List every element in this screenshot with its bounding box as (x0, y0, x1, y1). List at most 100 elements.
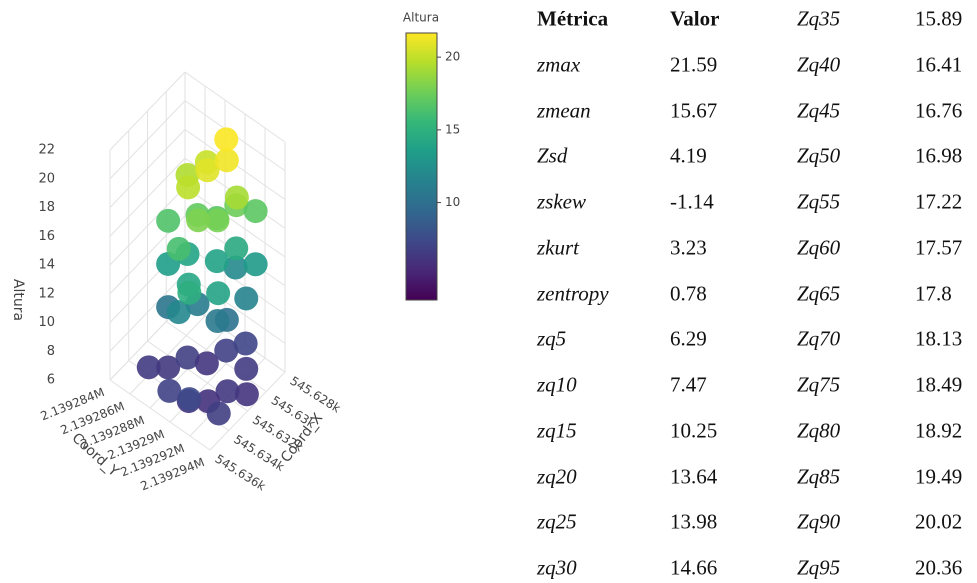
table-cell: 19.49 (915, 464, 963, 488)
table-cell: -1.14 (670, 189, 714, 214)
table-cell: 13.98 (670, 509, 718, 534)
z-tick-label: 16 (38, 229, 55, 244)
table-cell: 20.36 (915, 555, 963, 580)
table-cell: Métrica (537, 6, 609, 31)
table-cell: Zq40 (797, 52, 841, 77)
table-cell: Zq85 (797, 464, 841, 488)
table-cell: Zq80 (797, 418, 841, 443)
z-grid-line (184, 186, 286, 258)
table-cell: 10.25 (670, 418, 718, 443)
table-cell: 3.23 (670, 235, 707, 260)
point (214, 148, 239, 173)
point (206, 401, 231, 426)
table-cell: 14.66 (670, 555, 718, 580)
point (166, 300, 191, 325)
point (224, 236, 249, 261)
point (233, 331, 258, 356)
table-cell: 17.22 (915, 189, 963, 214)
table-cell: Valor (670, 6, 720, 31)
table-cell: 18.49 (915, 372, 963, 397)
point (136, 355, 161, 380)
table-cell: Zq75 (797, 372, 841, 397)
table-cell: Zq45 (797, 98, 841, 122)
table-cell: 16.76 (915, 98, 963, 122)
point (234, 286, 259, 311)
table-cell: Zq65 (797, 281, 841, 305)
table-cell: 0.78 (670, 281, 707, 305)
point (157, 378, 182, 403)
chart: Altura Coord_Y Coord_X Altura 6810121416… (10, 11, 460, 494)
point (243, 252, 268, 277)
metrics-table: Métrica Valor Zq35 15.89 zmax 21.59 Zq40 16.41 z… (520, 0, 977, 583)
point (205, 309, 230, 333)
point (177, 387, 202, 412)
table-cell: Zq60 (797, 235, 841, 260)
table-cell: 4.19 (670, 143, 707, 168)
z-axis-title: Altura (10, 279, 26, 321)
table-cell: Zq55 (797, 189, 841, 214)
colorbar-tick-label: 10 (445, 195, 460, 209)
point (243, 199, 268, 224)
point (215, 379, 240, 404)
z-grid-line (184, 272, 286, 344)
point (214, 127, 239, 152)
point (156, 208, 181, 233)
table-cell: 6.29 (670, 326, 707, 351)
z-tick-label: 22 (38, 143, 55, 158)
z-tick-label: 12 (38, 286, 55, 301)
table-cell: 16.98 (915, 143, 963, 168)
point (204, 249, 229, 274)
table-cell: zq5 (537, 326, 567, 351)
table-cell: 7.47 (670, 372, 707, 397)
point (214, 338, 239, 363)
table-cell: 21.59 (670, 52, 718, 77)
point (156, 355, 181, 380)
point (205, 208, 230, 233)
table-cell: 15.67 (670, 98, 718, 122)
table-cell: 13.64 (670, 464, 718, 488)
table-cell: 17.57 (915, 235, 963, 260)
z-tick-label: 6 (47, 373, 55, 388)
z-grid-line (184, 71, 286, 143)
table-cell: Zsd (537, 143, 568, 168)
point (195, 158, 220, 183)
point (224, 185, 249, 210)
table-cell: 20.02 (915, 509, 963, 534)
table-cell: zq20 (537, 464, 577, 488)
table-cell: zmean (537, 98, 591, 122)
table-cell: zq10 (537, 372, 577, 397)
table-cell: zq15 (537, 418, 577, 443)
table-cell: 16.41 (915, 52, 963, 77)
colorbar-title: Altura (403, 11, 439, 25)
point (176, 175, 201, 200)
table-cell: Zq95 (797, 555, 841, 580)
table-cell: 18.92 (915, 418, 963, 443)
z-tick-label: 20 (38, 171, 55, 186)
point (166, 236, 191, 261)
z-grid-line (184, 244, 286, 315)
colorbar (405, 32, 438, 301)
z-tick-label: 8 (47, 344, 55, 359)
table-cell: Zq90 (797, 509, 841, 534)
z-tick-label: 18 (38, 200, 55, 215)
colorbar-tick-label: 20 (445, 50, 460, 64)
table-cell: Zq70 (797, 326, 841, 351)
point (186, 208, 211, 233)
table-cell: zmax (537, 52, 581, 77)
point (206, 281, 231, 306)
point (175, 345, 200, 370)
table-cell: zskew (537, 189, 586, 214)
point (194, 351, 219, 376)
z-tick-label: 10 (38, 315, 55, 330)
table-cell: Zq35 (797, 6, 841, 31)
point (177, 280, 202, 305)
table-cell: Zq50 (797, 143, 841, 168)
point (234, 382, 259, 407)
z-tick-label: 14 (38, 258, 55, 273)
x-grid-line (109, 379, 211, 451)
table-cell: zq25 (537, 509, 577, 534)
table-cell: 18.13 (915, 326, 963, 351)
table-cell: zkurt (537, 235, 579, 260)
point (234, 356, 259, 381)
